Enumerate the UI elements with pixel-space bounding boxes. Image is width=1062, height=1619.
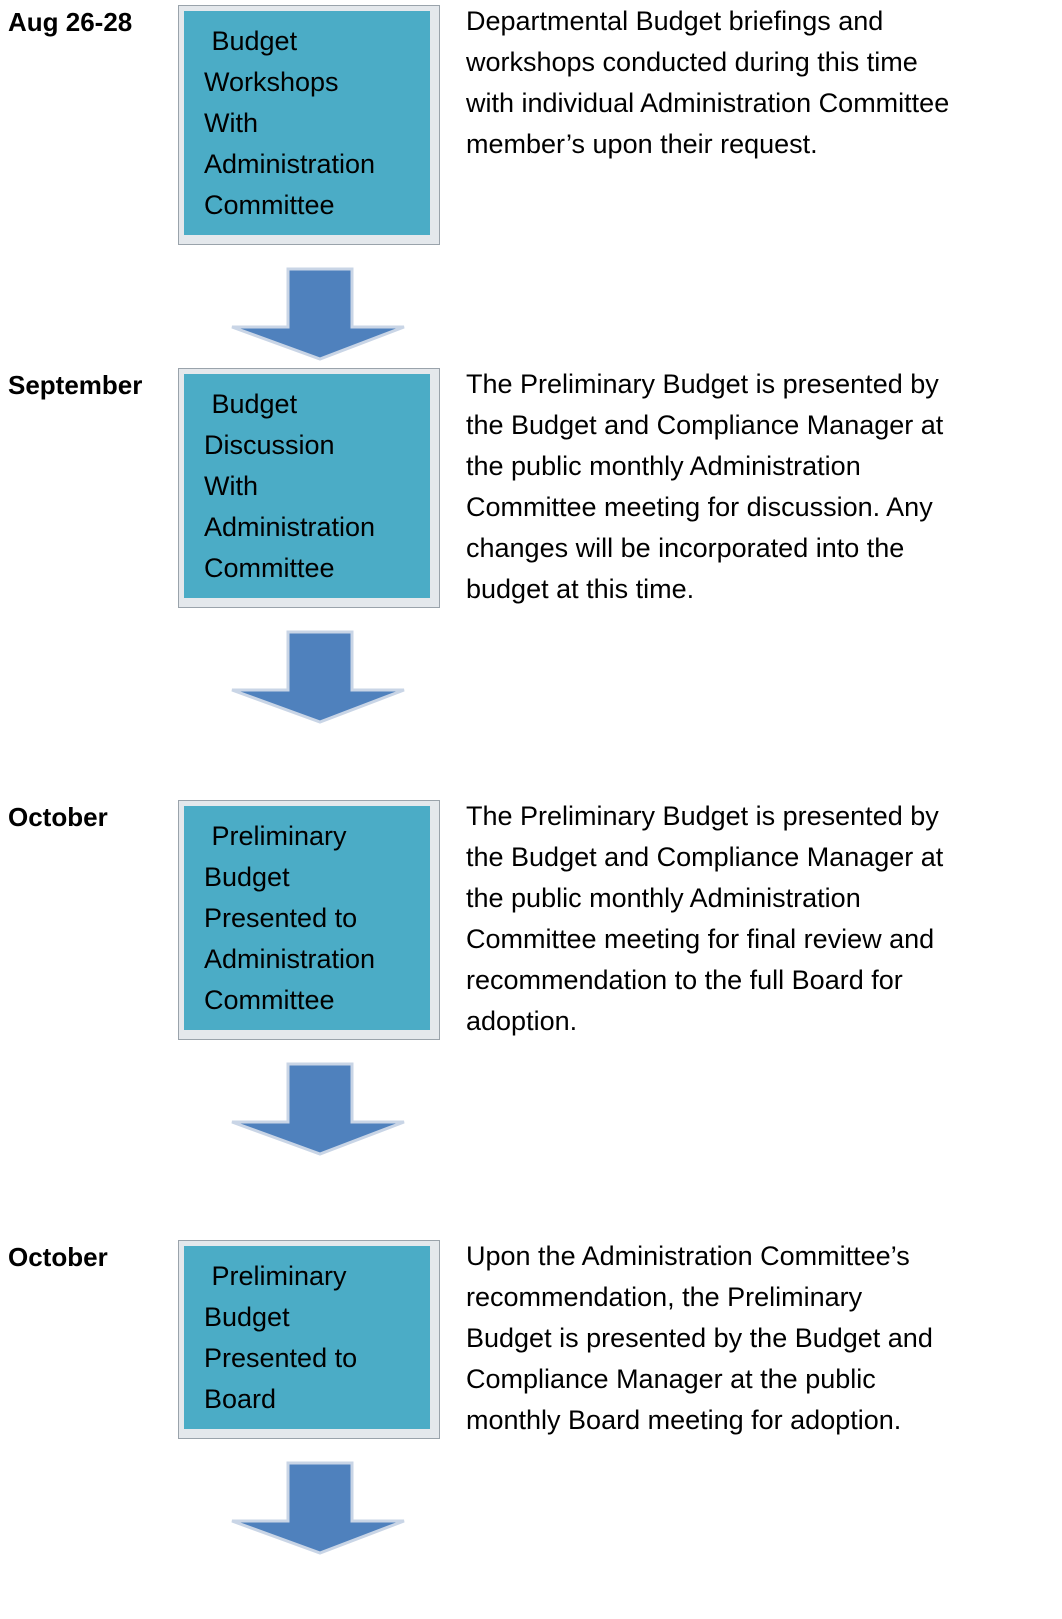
- step-box-fill: Budget Discussion With Administration Commit…: [184, 374, 430, 598]
- down-arrow: [231, 267, 405, 361]
- description-line: the public monthly Administration: [466, 883, 861, 913]
- box-line: Budget: [204, 389, 298, 419]
- box-line: Preliminary: [204, 821, 347, 851]
- description-line: adoption.: [466, 1006, 578, 1036]
- step-date: October: [8, 1242, 108, 1272]
- step-description: Upon the Administration Committee’s recom…: [466, 1236, 1056, 1441]
- down-arrow: [231, 630, 405, 724]
- step-box-fill: Preliminary Budget Presented to Board: [184, 1246, 430, 1429]
- description-line: recommendation to the full Board for: [466, 965, 903, 995]
- step-box: Budget Workshops With Administration Committ…: [178, 5, 440, 245]
- description-line: Committee meeting for final review and: [466, 924, 935, 954]
- description-line: Committee meeting for discussion. Any: [466, 492, 933, 522]
- box-line: Budget: [204, 26, 298, 56]
- box-line: Committee: [204, 985, 335, 1015]
- down-arrow: [231, 1062, 405, 1156]
- description-line: Upon the Administration Committee’s: [466, 1241, 910, 1271]
- box-line: Discussion: [204, 430, 335, 460]
- step-box: Preliminary Budget Presented to Board: [178, 1240, 440, 1439]
- box-line: Administration: [204, 149, 376, 179]
- step-description: The Preliminary Budget is presented by th…: [466, 364, 1056, 610]
- description-line: recommendation, the Preliminary: [466, 1282, 863, 1312]
- step-date: Aug 26-28: [8, 7, 133, 37]
- description-line: Budget is presented by the Budget and: [466, 1323, 933, 1353]
- description-line: Departmental Budget briefings and: [466, 6, 884, 36]
- box-line: Presented to: [204, 1343, 358, 1373]
- description-line: The Preliminary Budget is presented by: [466, 801, 939, 831]
- arrow-shape: [231, 267, 405, 361]
- arrow-shape: [231, 1461, 405, 1555]
- box-line: Committee: [204, 190, 335, 220]
- step-description: The Preliminary Budget is presented by th…: [466, 796, 1056, 1042]
- step-box: Budget Discussion With Administration Commit…: [178, 368, 440, 608]
- step-date: September: [8, 370, 143, 400]
- description-line: the public monthly Administration: [466, 451, 861, 481]
- description-line: changes will be incorporated into the: [466, 533, 905, 563]
- box-line: Administration: [204, 944, 376, 974]
- arrow-shape: [231, 630, 405, 724]
- box-line: With: [204, 108, 258, 138]
- description-line: the Budget and Compliance Manager at: [466, 842, 944, 872]
- description-line: workshops conducted during this time: [466, 47, 918, 77]
- description-line: member’s upon their request.: [466, 129, 818, 159]
- description-line: The Preliminary Budget is presented by: [466, 369, 939, 399]
- box-line: With: [204, 471, 258, 501]
- box-line: Workshops: [204, 67, 339, 97]
- step-box-fill: Budget Workshops With Administration Committ…: [184, 11, 430, 235]
- box-line: Presented to: [204, 903, 358, 933]
- step-description: Departmental Budget briefings and worksho…: [466, 1, 1056, 165]
- step-box-fill: Preliminary Budget Presented to Administrat…: [184, 806, 430, 1030]
- description-line: Compliance Manager at the public: [466, 1364, 876, 1394]
- step-box: Preliminary Budget Presented to Administrat…: [178, 800, 440, 1040]
- description-line: with individual Administration Committee: [466, 88, 950, 118]
- box-line: Budget: [204, 862, 290, 892]
- down-arrow: [231, 1461, 405, 1555]
- description-line: monthly Board meeting for adoption.: [466, 1405, 902, 1435]
- description-line: budget at this time.: [466, 574, 695, 604]
- box-line: Committee: [204, 553, 335, 583]
- description-line: the Budget and Compliance Manager at: [466, 410, 944, 440]
- box-line: Preliminary: [204, 1261, 347, 1291]
- box-line: Budget: [204, 1302, 290, 1332]
- arrow-shape: [231, 1062, 405, 1156]
- box-line: Board: [204, 1384, 277, 1414]
- step-date: October: [8, 802, 108, 832]
- box-line: Administration: [204, 512, 376, 542]
